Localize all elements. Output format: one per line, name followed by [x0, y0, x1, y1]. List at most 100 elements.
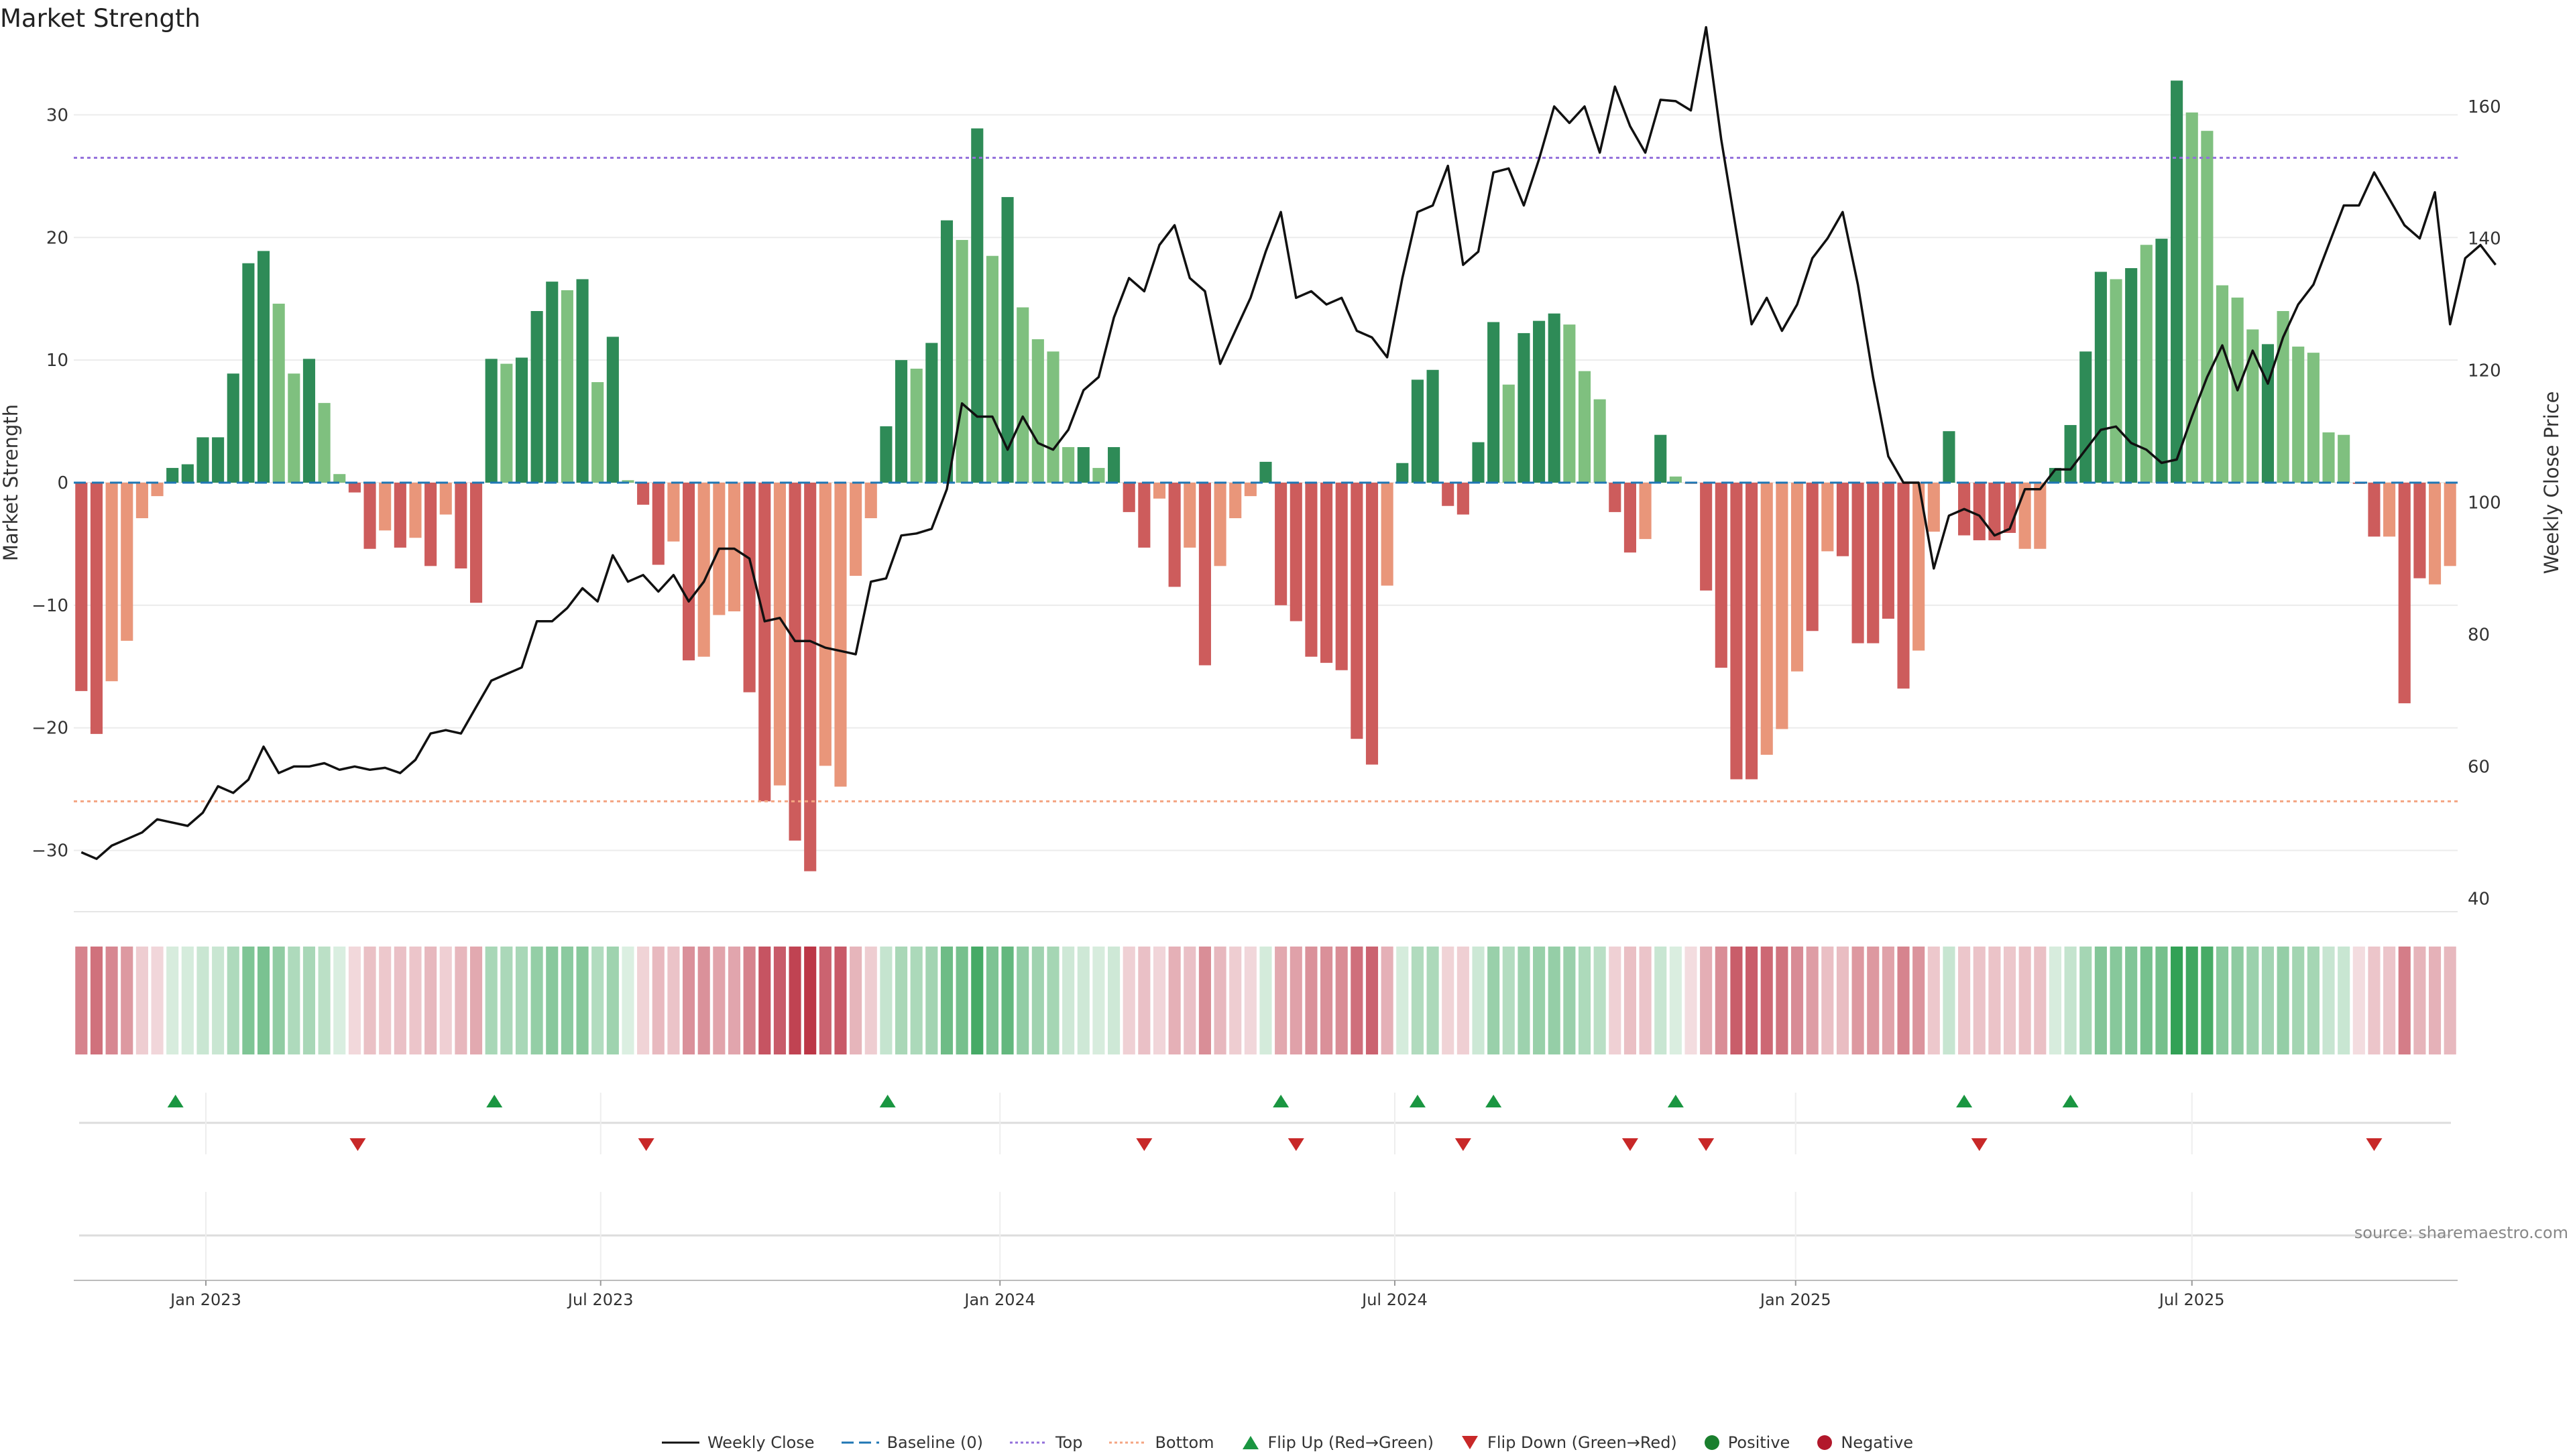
heat-cell [1426, 947, 1439, 1054]
heat-cell [2368, 947, 2381, 1054]
heat-cell [1487, 947, 1500, 1054]
legend-item-positive[interactable]: Positive [1704, 1433, 1790, 1452]
strength-bar [302, 359, 316, 483]
strength-bar [196, 437, 209, 483]
strength-bar [1092, 468, 1105, 483]
heat-cell [469, 947, 483, 1054]
legend-item-baseline[interactable]: Baseline (0) [841, 1433, 983, 1452]
strength-bar [348, 483, 361, 493]
heat-cell [1290, 947, 1302, 1054]
heat-cell [1867, 947, 1880, 1054]
strength-bar [1502, 384, 1515, 483]
heat-cell [1001, 947, 1014, 1054]
heat-cell [227, 947, 239, 1054]
heat-cell [196, 947, 209, 1054]
strength-bar [1259, 461, 1272, 483]
heat-cell [864, 947, 877, 1054]
heat-cell [2338, 947, 2350, 1054]
strength-bar [591, 382, 604, 483]
y-left-tick-label: −10 [32, 596, 68, 616]
heat-cell [743, 947, 756, 1054]
strength-bar [682, 483, 695, 661]
strength-bar [576, 279, 589, 483]
heat-cell [1123, 947, 1135, 1054]
heat-cell [212, 947, 225, 1054]
strength-bar [2064, 425, 2077, 483]
heat-cell [2261, 947, 2275, 1054]
flip-up-marker [1667, 1095, 1684, 1107]
x-tick-label: Jan 2025 [1759, 1290, 1831, 1309]
legend-label: Top [1055, 1433, 1083, 1452]
heat-cell [1730, 947, 1743, 1054]
strength-bar [2444, 483, 2456, 566]
heat-cell [1456, 947, 1469, 1054]
triangle-down-icon [1462, 1436, 1479, 1449]
strength-bar [1882, 483, 1894, 619]
strength-bar [181, 464, 194, 483]
heat-cell [728, 947, 741, 1054]
strength-bar [1623, 483, 1636, 553]
strength-bar [1715, 483, 1727, 668]
strength-bar [90, 483, 103, 734]
strength-bar [242, 263, 255, 483]
y-right-tick-label: 40 [2468, 889, 2490, 909]
heat-cell [2428, 947, 2442, 1054]
strength-bar [1456, 483, 1469, 515]
heat-cell [2018, 947, 2031, 1054]
strength-bar [1821, 483, 1834, 552]
heat-cell [713, 947, 726, 1054]
strength-bar [1365, 483, 1379, 765]
legend-item-flip-down[interactable]: Flip Down (Green→Red) [1461, 1433, 1677, 1452]
strength-bar [956, 239, 968, 483]
heat-cell [606, 947, 619, 1054]
heat-cell [561, 947, 573, 1054]
heat-cell [1746, 947, 1758, 1054]
heat-cell [1882, 947, 1894, 1054]
strength-bar [1943, 431, 1955, 483]
strength-bar [697, 483, 710, 657]
heat-cell [2277, 947, 2289, 1054]
heat-cell [591, 947, 604, 1054]
strength-bar [773, 483, 786, 786]
heat-cell [637, 947, 650, 1054]
legend-item-top[interactable]: Top [1009, 1433, 1083, 1452]
heat-cell [2049, 947, 2062, 1054]
heat-cell [1715, 947, 1727, 1054]
heat-cell [1927, 947, 1940, 1054]
legend-label: Flip Down (Green→Red) [1487, 1433, 1677, 1452]
flip-down-marker [638, 1138, 654, 1151]
strength-bar [1214, 483, 1226, 566]
strength-bar [394, 483, 406, 548]
strength-bar [1062, 446, 1075, 483]
strength-bar [804, 483, 817, 871]
strength-bar [606, 337, 619, 483]
strength-bar [1760, 483, 1773, 755]
heat-cell [485, 947, 498, 1054]
legend-item-weekly-close[interactable]: Weekly Close [661, 1433, 815, 1452]
legend-item-bottom[interactable]: Bottom [1109, 1433, 1214, 1452]
heat-cell [773, 947, 786, 1054]
flip-down-marker [1454, 1138, 1471, 1151]
flip-down-marker [1288, 1138, 1304, 1151]
heat-cell [90, 947, 103, 1054]
strength-bar [1472, 442, 1485, 483]
strength-bar [1290, 483, 1302, 621]
triangle-up-icon [1242, 1436, 1259, 1449]
strength-bar [227, 373, 239, 483]
y-left-tick-label: 10 [46, 351, 68, 371]
strength-bar [789, 483, 801, 841]
heat-cell [424, 947, 437, 1054]
heat-cell [1958, 947, 1971, 1054]
legend-item-negative[interactable]: Negative [1817, 1433, 1913, 1452]
heat-cell [1821, 947, 1834, 1054]
heat-cell [819, 947, 832, 1054]
strength-bar [105, 483, 118, 682]
strength-bar [500, 363, 513, 483]
y-right-axis-title: Weekly Close Price [2540, 391, 2563, 574]
heat-cell [1548, 947, 1560, 1054]
flip-up-marker [167, 1095, 184, 1107]
heat-cell [1396, 947, 1409, 1054]
legend-item-flip-up[interactable]: Flip Up (Red→Green) [1241, 1433, 1434, 1452]
heat-cell [318, 947, 331, 1054]
strength-bar [515, 357, 528, 483]
